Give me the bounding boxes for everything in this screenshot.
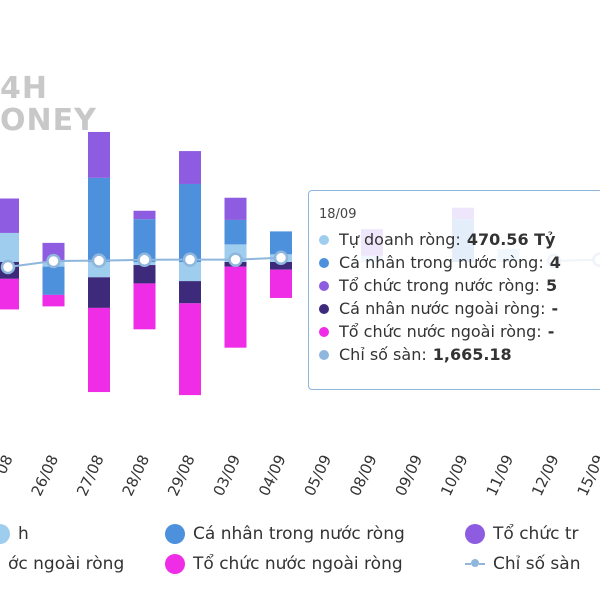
tooltip-row-label: Tổ chức nước ngoài ròng: (339, 322, 542, 341)
series-dot-icon (319, 257, 329, 268)
index-point-4[interactable] (182, 252, 198, 267)
legend-item[interactable]: Chỉ số sàn (465, 554, 580, 574)
index-point-2[interactable] (91, 253, 107, 268)
tooltip-row-value: 470.56 Tỷ (466, 230, 556, 249)
legend-label: h (18, 524, 29, 544)
tooltip-date: 18/09 (319, 207, 357, 222)
x-tick-label: 15/09 (574, 452, 600, 499)
bar-to_chuc_nuoc_ngoai-0[interactable] (0, 278, 19, 310)
series-dot-icon (319, 349, 329, 360)
x-axis: 08 26/08 27/08 28/08 29/08 03/09 04/09 05/09 08/… (0, 452, 600, 499)
legend-item[interactable]: Cá nhân trong nước ròng (165, 524, 405, 544)
legend-dot-icon (0, 524, 10, 544)
bar-ca_nhan_nuoc_ngoai-3[interactable] (133, 265, 156, 284)
x-tick-label: 03/09 (210, 452, 245, 499)
legend-dot-icon (165, 524, 185, 544)
legend-item[interactable]: ớc ngoài ròng (0, 554, 124, 574)
tooltip-row-label: Chỉ số sàn: (339, 345, 427, 364)
bar-to_chuc_trong_nuoc-4[interactable] (179, 151, 201, 184)
tooltip-rows: Tự doanh ròng: 470.56 Tỷ Cá nhân trong nướ… (319, 228, 600, 366)
bar-tu_doanh-0[interactable] (0, 232, 19, 262)
tooltip-row: Cá nhân trong nước ròng: 4 (319, 251, 600, 274)
bar-ca_nhan_trong_nuoc-5[interactable] (224, 219, 247, 245)
index-point-5[interactable] (228, 252, 243, 267)
x-tick-label: 04/09 (255, 452, 290, 499)
x-tick-label: 08/09 (346, 452, 381, 499)
series-dot-icon (319, 326, 329, 337)
index-point-3[interactable] (137, 252, 152, 268)
tooltip-row-value: 1,665.18 (432, 345, 512, 364)
bar-layer (0, 131, 520, 396)
bar-to_chuc_trong_nuoc-2[interactable] (88, 131, 110, 178)
tooltip-row-value: - (547, 322, 555, 341)
tooltip-row: Tổ chức trong nước ròng: 5 (319, 274, 600, 297)
legend: h Cá nhân trong nước ròng Tổ chức tr ớc ngo… (0, 510, 600, 590)
x-tick-label: 05/09 (301, 452, 336, 499)
bar-ca_nhan_nuoc_ngoai-2[interactable] (88, 277, 110, 308)
x-tick-label: 08 (0, 452, 17, 477)
tooltip-row: Cá nhân nước ngoài ròng: - (319, 297, 600, 320)
bar-to_chuc_nuoc_ngoai-3[interactable] (133, 283, 156, 330)
x-tick-label: 12/09 (528, 452, 563, 499)
tooltip-row-value: 4 (549, 253, 561, 272)
line-marker-icon (465, 554, 485, 574)
bar-ca_nhan_nuoc_ngoai-6[interactable] (270, 262, 292, 270)
tooltip-row: Tự doanh ròng: 470.56 Tỷ (319, 228, 600, 251)
bar-to_chuc_nuoc_ngoai-2[interactable] (88, 307, 110, 393)
bar-to_chuc_trong_nuoc-3[interactable] (133, 210, 156, 220)
bar-ca_nhan_nuoc_ngoai-4[interactable] (179, 281, 201, 304)
watermark-line1: 4H (0, 71, 48, 106)
x-tick-label: 10/09 (437, 452, 472, 499)
index-point-6[interactable] (273, 250, 289, 266)
series-dot-icon (319, 280, 329, 291)
x-tick-label: 27/08 (73, 452, 108, 499)
tooltip-row-label: Cá nhân trong nước ròng: (339, 253, 544, 272)
tooltip-row: Tổ chức nước ngoài ròng: - (319, 320, 600, 343)
legend-item[interactable]: Tổ chức tr (465, 524, 579, 544)
bar-ca_nhan_trong_nuoc-6[interactable] (270, 231, 292, 255)
legend-item[interactable]: h (0, 524, 29, 544)
bar-ca_nhan_trong_nuoc-2[interactable] (88, 177, 110, 262)
x-tick-label: 28/08 (119, 452, 154, 499)
legend-item[interactable]: Tổ chức nước ngoài ròng (165, 554, 403, 574)
bar-to_chuc_nuoc_ngoai-6[interactable] (270, 269, 292, 298)
legend-label: ớc ngoài ròng (8, 554, 125, 574)
bar-to_chuc_nuoc_ngoai-1[interactable] (42, 294, 65, 307)
bar-tu_doanh-2[interactable] (88, 262, 110, 278)
tooltip: 18/09 Tự doanh ròng: 470.56 Tỷ Cá nhân tro… (308, 190, 600, 390)
bar-to_chuc_trong_nuoc-5[interactable] (224, 197, 247, 220)
legend-label: Tổ chức tr (493, 524, 579, 544)
legend-label: Tổ chức nước ngoài ròng (193, 554, 403, 574)
index-point-1[interactable] (46, 253, 61, 269)
legend-dot-icon (165, 554, 185, 574)
bar-tu_doanh-4[interactable] (179, 262, 201, 282)
series-dot-icon (319, 234, 329, 245)
tooltip-row-label: Cá nhân nước ngoài ròng: (339, 299, 546, 318)
bar-to_chuc_nuoc_ngoai-4[interactable] (179, 303, 201, 396)
watermark-line2: ONEY (0, 103, 97, 138)
legend-label: Chỉ số sàn (493, 554, 581, 574)
bar-ca_nhan_trong_nuoc-3[interactable] (133, 219, 156, 262)
bar-ca_nhan_trong_nuoc-4[interactable] (179, 183, 201, 262)
x-tick-label: 11/09 (483, 452, 518, 499)
tooltip-row-value: 5 (545, 276, 558, 295)
legend-dot-icon (465, 524, 485, 544)
index-point-0[interactable] (0, 259, 16, 275)
x-tick-label: 09/09 (392, 452, 427, 499)
tooltip-row-value: - (551, 299, 559, 318)
x-tick-label: 26/08 (28, 452, 63, 499)
bar-ca_nhan_trong_nuoc-1[interactable] (42, 266, 65, 295)
bar-to_chuc_nuoc_ngoai-5[interactable] (224, 266, 247, 348)
tooltip-row-label: Tự doanh ròng: (339, 230, 461, 249)
series-dot-icon (319, 303, 329, 314)
bar-to_chuc_trong_nuoc-0[interactable] (0, 198, 19, 233)
x-tick-label: 29/08 (164, 452, 199, 499)
tooltip-row: Chỉ số sàn: 1,665.18 (319, 343, 600, 366)
tooltip-row-label: Tổ chức trong nước ròng: (339, 276, 540, 295)
legend-label: Cá nhân trong nước ròng (193, 524, 405, 544)
